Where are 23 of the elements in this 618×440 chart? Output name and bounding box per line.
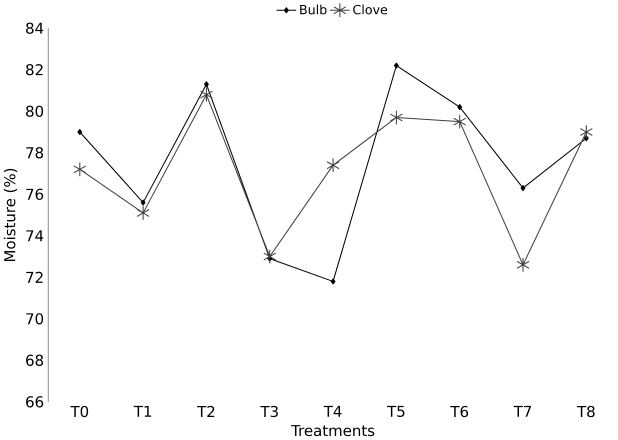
x-axis-title: Treatments — [291, 425, 374, 436]
x-tick-label: T0 — [70, 406, 88, 418]
y-axis-title: Moisture (%) — [4, 168, 18, 262]
legend-label: Clove — [353, 4, 388, 14]
y-tick-label: 66 — [26, 396, 44, 408]
y-tick-label: 82 — [26, 64, 43, 76]
x-tick-label: T7 — [514, 406, 532, 417]
x-tick-label: T6 — [450, 406, 468, 418]
y-tick-label: 78 — [26, 147, 44, 158]
y-tick-label: 72 — [26, 272, 43, 283]
x-tick-label: T3 — [260, 406, 278, 418]
y-tick-label: 76 — [26, 188, 44, 200]
y-tick-label: 80 — [26, 106, 44, 117]
x-tick-label: T4 — [324, 406, 342, 417]
y-tick-label: 74 — [26, 230, 44, 242]
x-tick-label: T8 — [576, 406, 595, 418]
y-tick-label: 68 — [26, 354, 44, 366]
x-tick-label: T2 — [197, 406, 214, 417]
x-tick-label: T1 — [134, 406, 152, 417]
y-tick-label: 84 — [26, 22, 44, 34]
legend-label: Bulb — [300, 4, 327, 14]
y-tick-label: 70 — [26, 313, 44, 324]
x-tick-label: T5 — [387, 406, 404, 417]
